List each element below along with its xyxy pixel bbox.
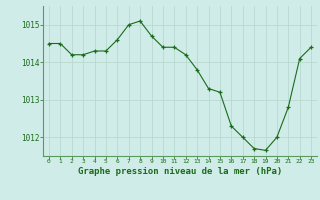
X-axis label: Graphe pression niveau de la mer (hPa): Graphe pression niveau de la mer (hPa) <box>78 167 282 176</box>
